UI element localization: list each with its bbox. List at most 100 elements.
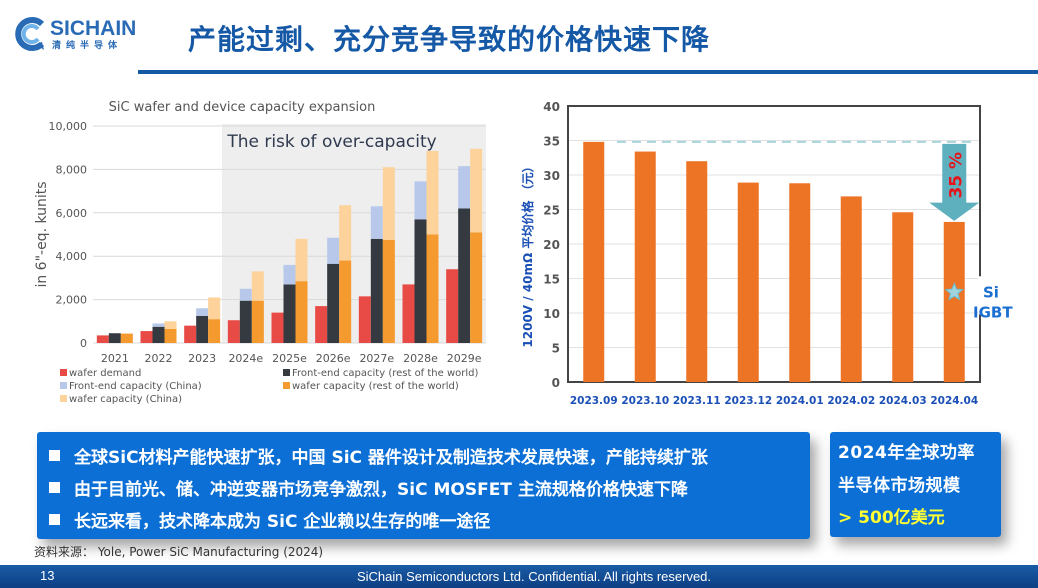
x-tick-label: 2025e [272, 352, 307, 365]
bullet-item: 长远来看，技术降本成为 SiC 企业赖以生存的唯一途径 [37, 503, 810, 535]
bar-frontend-row [108, 333, 121, 343]
bar-wafer-demand [140, 331, 153, 343]
bar-wafer-row [251, 300, 264, 343]
bar-frontend-row [458, 208, 471, 343]
price-bar [737, 182, 759, 382]
bar-wafer-china [470, 148, 483, 233]
x-tick-label: 2023.10 [621, 395, 669, 407]
y-tick-label: 25 [543, 204, 560, 218]
bar-wafer-china [339, 205, 352, 261]
bar-wafer-demand [358, 296, 371, 343]
bar-wafer-demand [227, 320, 240, 343]
bar-wafer-row [339, 260, 352, 343]
copyright-notice: SiChain Semiconductors Ltd. Confidential… [356, 569, 712, 584]
legend-label: Front-end capacity (China) [69, 381, 202, 392]
price-bar [840, 196, 862, 382]
bar-frontend-row [327, 263, 340, 343]
x-tick-label: 2021 [101, 352, 129, 365]
x-tick-label: 2027e [359, 352, 394, 365]
logo-subtext: 清纯半导体 [52, 41, 123, 51]
bar-wafer-row [164, 328, 177, 343]
bar-wafer-row [426, 234, 439, 343]
bar-wafer-row [208, 319, 221, 343]
x-tick-label: 2022 [145, 352, 173, 365]
logo-text: SICHAIN [50, 17, 137, 40]
bar-frontend-china [327, 237, 340, 264]
y-tick-label: 5 [552, 342, 560, 356]
bar-frontend-china [239, 288, 252, 301]
y-axis-label: in 6"-eq. kunits [34, 181, 50, 287]
logo-mark-icon [15, 17, 45, 51]
legend-swatch [60, 369, 67, 376]
chart-title: SiC wafer and device capacity expansion [109, 100, 376, 115]
legend-swatch [283, 382, 290, 389]
x-tick-label: 2023.12 [724, 395, 772, 407]
legend-label: wafer capacity (rest of the world) [292, 381, 459, 392]
marker-label-line2: IGBT [973, 303, 1013, 321]
bar-wafer-demand [402, 284, 415, 343]
bar-wafer-china [426, 150, 439, 235]
bullet-text: 长远来看，技术降本成为 SiC 企业赖以生存的唯一途径 [74, 511, 491, 532]
y-tick-label: 4,000 [56, 250, 88, 263]
y-tick-label: 15 [543, 273, 560, 287]
bar-wafer-row [295, 281, 308, 343]
y-tick-label: 0 [552, 376, 560, 390]
bar-wafer-china [251, 271, 264, 301]
title-divider [138, 70, 1038, 74]
price-bar [892, 212, 914, 382]
legend-label: wafer capacity (China) [69, 394, 182, 405]
company-logo: SICHAIN 清纯半导体 [12, 17, 142, 51]
y-tick-label: 10,000 [49, 120, 88, 133]
bar-wafer-demand [446, 269, 459, 343]
down-arrow-icon [929, 143, 980, 221]
x-tick-label: 2029e [447, 352, 482, 365]
y-tick-label: 20 [543, 238, 560, 252]
bar-frontend-china [283, 264, 296, 285]
bar-wafer-demand [184, 325, 197, 343]
market-value: > 500亿美元 [838, 508, 945, 528]
bullet-item: 由于目前光、储、冲逆变器市场竞争激烈，SiC MOSFET 主流规格价格快速下降 [37, 471, 810, 503]
y-tick-label: 35 [543, 135, 560, 149]
bar-frontend-china [152, 323, 165, 327]
bar-wafer-row [382, 239, 395, 343]
plot-frame [567, 105, 981, 383]
y-axis-label: 1200V / 40mΩ 平均价格 （元） [520, 160, 535, 347]
frame-gap [978, 276, 984, 315]
legend-label: Front-end capacity (rest of the world) [292, 368, 479, 379]
slide-footer: 13 SiChain Semiconductors Ltd. Confident… [0, 565, 1038, 588]
bar-wafer-china [164, 321, 177, 329]
legend-label: wafer demand [69, 368, 141, 379]
market-size-callout: 2024年全球功率 半导体市场规模 > 500亿美元 [830, 432, 1001, 537]
price-bar [789, 183, 811, 382]
forecast-shaded-region [222, 124, 486, 343]
bullet-text: 全球SiC材料产能快速扩张，中国 SiC 器件设计及制造技术发展快速，产能持续扩… [74, 447, 708, 468]
bar-wafer-china [382, 167, 395, 240]
x-tick-label: 2024.04 [930, 395, 978, 407]
bar-frontend-china [196, 308, 209, 316]
capacity-expansion-chart: SiC wafer and device capacity expansion T… [34, 100, 486, 405]
bar-frontend-china [370, 206, 383, 239]
legend-swatch [60, 382, 67, 389]
bar-wafer-row [470, 232, 483, 343]
bullet-item: 全球SiC材料产能快速扩张，中国 SiC 器件设计及制造技术发展快速，产能持续扩… [37, 439, 810, 471]
page-title: 产能过剩、充分竞争导致的价格快速下降 [188, 23, 711, 56]
market-line-2: 半导体市场规模 [838, 476, 961, 496]
bar-wafer-demand [315, 306, 328, 343]
y-tick-label: 2,000 [56, 294, 88, 307]
y-tick-label: 6,000 [56, 207, 88, 220]
bar-frontend-row [414, 219, 427, 343]
x-tick-label: 2024e [228, 352, 263, 365]
price-bar [583, 141, 605, 382]
bar-frontend-row [283, 284, 296, 343]
market-line-1: 2024年全球功率 [838, 443, 975, 463]
x-tick-label: 2023.09 [570, 395, 618, 407]
bar-frontend-china [414, 181, 427, 220]
bar-frontend-row [370, 238, 383, 343]
bar-frontend-row [152, 326, 165, 343]
legend-swatch [283, 369, 290, 376]
x-tick-label: 2023 [188, 352, 216, 365]
price-bar [943, 221, 965, 382]
y-tick-label: 30 [543, 169, 560, 183]
bar-wafer-demand [96, 335, 109, 343]
bar-wafer-china [208, 297, 221, 320]
